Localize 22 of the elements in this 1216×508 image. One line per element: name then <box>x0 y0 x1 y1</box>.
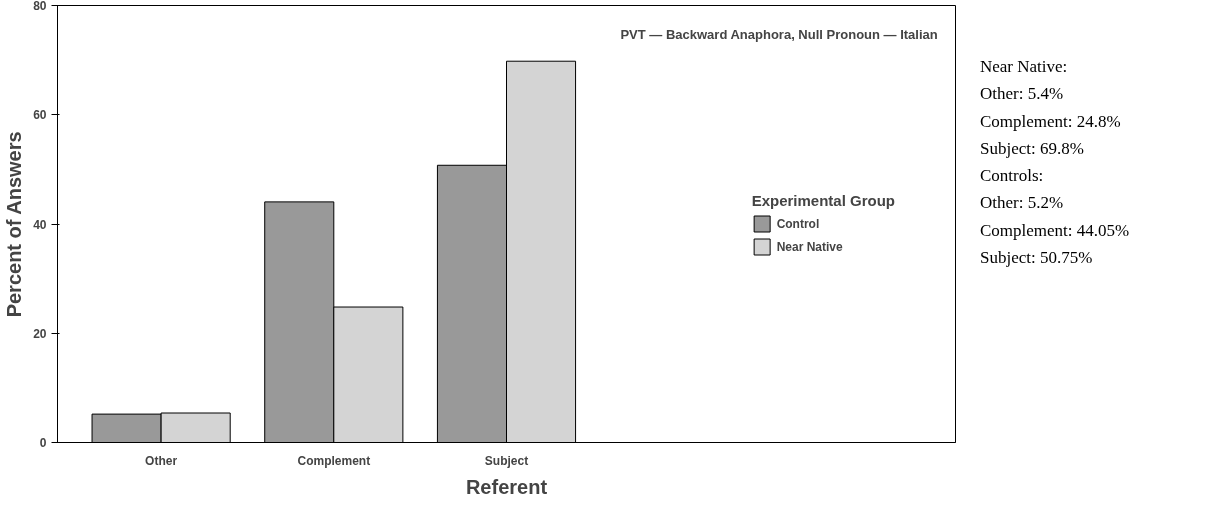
text: PVT — Backward Anaphora, Null Pronoun — Italian <box>620 27 938 43</box>
text: Near Native: <box>980 56 1069 78</box>
x-axis-title: Referent <box>465 475 548 498</box>
x-tick-label: Other <box>145 453 178 468</box>
text: Complement: 24.8% <box>980 110 1122 133</box>
text: Controls: <box>980 165 1045 188</box>
text: Other: 5.2% <box>980 192 1065 215</box>
y-tick-label: 20 <box>33 326 47 341</box>
legend-label: Control <box>776 216 820 230</box>
legend-title: Experimental Group <box>751 191 895 208</box>
x-tick-label: Subject <box>484 453 529 468</box>
y-tick-label: 60 <box>33 108 47 123</box>
text: Subject: 69.8% <box>980 137 1085 160</box>
x-tick-label: Complement <box>297 453 371 468</box>
y-tick-label: 40 <box>33 217 47 232</box>
y-tick-label: 80 <box>33 0 47 13</box>
text: Subject: 50.75% <box>980 246 1094 269</box>
y-axis-title: Percent of Answers <box>3 131 26 318</box>
y-tick-label: 0 <box>39 436 47 450</box>
text: Other: 5.4% <box>980 83 1065 106</box>
text: Complement: 44.05% <box>980 219 1130 242</box>
legend-label: Near Native <box>776 239 843 253</box>
